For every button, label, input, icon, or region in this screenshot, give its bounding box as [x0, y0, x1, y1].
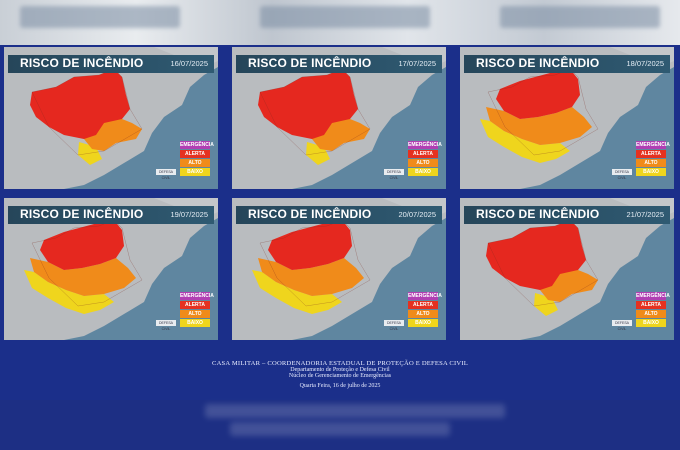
legend-item: ALTO — [408, 159, 438, 167]
panel-title: RISCO DE INCÊNDIO — [476, 207, 600, 221]
risk-zone-high — [486, 107, 592, 145]
legend-item: EMERGÊNCIA — [180, 141, 214, 149]
panel-title: RISCO DE INCÊNDIO — [476, 56, 600, 70]
risk-zone-alert — [258, 69, 358, 139]
defesa-civil-logo: DEFESA CIVIL — [612, 320, 632, 331]
risk-zone-alert — [486, 220, 586, 290]
legend-item: EMERGÊNCIA — [180, 292, 214, 300]
risk-zone-high — [258, 258, 364, 296]
panel-title: RISCO DE INCÊNDIO — [20, 207, 144, 221]
panel-title: RISCO DE INCÊNDIO — [248, 56, 372, 70]
risk-map-panel: RISCO DE INCÊNDIO 20/07/2025 DEFESA CIVIL… — [232, 198, 446, 340]
legend-item: BAIXO — [636, 319, 666, 327]
risk-map-panel: RISCO DE INCÊNDIO 19/07/2025 DEFESA CIVIL… — [4, 198, 218, 340]
legend-item: ALERTA — [408, 301, 438, 309]
defesa-civil-logo: DEFESA CIVIL — [384, 169, 404, 180]
legend-item: EMERGÊNCIA — [408, 141, 442, 149]
footer-dept: Departamento de Proteção e Defesa Civil — [290, 367, 390, 373]
risk-zone-low — [252, 270, 342, 314]
legend-item: ALTO — [636, 310, 666, 318]
legend-item: BAIXO — [180, 168, 210, 176]
legend-item: ALTO — [180, 159, 210, 167]
bottom-blurred-area — [0, 400, 680, 450]
defesa-civil-logo: DEFESA CIVIL — [612, 169, 632, 180]
panel-title: RISCO DE INCÊNDIO — [248, 207, 372, 221]
legend-item: EMERGÊNCIA — [408, 292, 442, 300]
panel-date: 19/07/2025 — [170, 210, 208, 219]
legend-item: ALERTA — [636, 150, 666, 158]
legend-item: ALTO — [408, 310, 438, 318]
risk-legend: EMERGÊNCIA ALERTA ALTO BAIXO — [180, 141, 214, 177]
risk-legend: EMERGÊNCIA ALERTA ALTO BAIXO — [636, 141, 670, 177]
footer-date: Quarta Feira, 16 de julho de 2025 — [299, 383, 381, 389]
panel-date: 21/07/2025 — [626, 210, 664, 219]
blurred-tab — [500, 6, 660, 28]
panel-title-bar: RISCO DE INCÊNDIO 19/07/2025 — [8, 206, 214, 224]
risk-zone-alert — [268, 220, 352, 270]
risk-legend: EMERGÊNCIA ALERTA ALTO BAIXO — [408, 141, 442, 177]
panel-title-bar: RISCO DE INCÊNDIO 18/07/2025 — [464, 55, 670, 73]
risk-zone-low — [480, 119, 570, 163]
risk-map-panel: RISCO DE INCÊNDIO 16/07/2025 DEFESA CIVIL… — [4, 47, 218, 189]
risk-zone-low — [24, 270, 114, 314]
panel-title-bar: RISCO DE INCÊNDIO 20/07/2025 — [236, 206, 442, 224]
footer: CASA MILITAR – COORDENADORIA ESTADUAL DE… — [0, 360, 680, 389]
defesa-civil-logo: DEFESA CIVIL — [156, 169, 176, 180]
blurred-tab — [260, 6, 430, 28]
legend-item: ALERTA — [180, 150, 210, 158]
defesa-civil-logo: DEFESA CIVIL — [384, 320, 404, 331]
risk-map-panel: RISCO DE INCÊNDIO 21/07/2025 DEFESA CIVIL… — [460, 198, 674, 340]
legend-item: ALERTA — [180, 301, 210, 309]
risk-zone-alert — [30, 69, 130, 139]
panel-date: 16/07/2025 — [170, 59, 208, 68]
legend-item: BAIXO — [636, 168, 666, 176]
risk-legend: EMERGÊNCIA ALERTA ALTO BAIXO — [180, 292, 214, 328]
panel-date: 20/07/2025 — [398, 210, 436, 219]
legend-item: ALTO — [636, 159, 666, 167]
legend-item: BAIXO — [408, 168, 438, 176]
legend-item: EMERGÊNCIA — [636, 292, 670, 300]
risk-map-panel: RISCO DE INCÊNDIO 17/07/2025 DEFESA CIVIL… — [232, 47, 446, 189]
legend-item: ALERTA — [636, 301, 666, 309]
risk-map-panel: RISCO DE INCÊNDIO 18/07/2025 DEFESA CIVIL… — [460, 47, 674, 189]
legend-item: EMERGÊNCIA — [636, 141, 670, 149]
legend-item: BAIXO — [180, 319, 210, 327]
panel-title-bar: RISCO DE INCÊNDIO 17/07/2025 — [236, 55, 442, 73]
risk-zone-alert — [40, 220, 124, 270]
footer-nucleus: Núcleo de Gerenciamento de Emergências — [288, 373, 392, 379]
panel-date: 18/07/2025 — [626, 59, 664, 68]
panel-title-bar: RISCO DE INCÊNDIO 16/07/2025 — [8, 55, 214, 73]
defesa-civil-logo: DEFESA CIVIL — [156, 320, 176, 331]
risk-legend: EMERGÊNCIA ALERTA ALTO BAIXO — [408, 292, 442, 328]
legend-item: ALERTA — [408, 150, 438, 158]
footer-org: CASA MILITAR – COORDENADORIA ESTADUAL DE… — [211, 360, 469, 367]
blurred-tab — [20, 6, 180, 28]
legend-item: BAIXO — [408, 319, 438, 327]
legend-item: ALTO — [180, 310, 210, 318]
risk-legend: EMERGÊNCIA ALERTA ALTO BAIXO — [636, 292, 670, 328]
panel-date: 17/07/2025 — [398, 59, 436, 68]
top-blurred-banner — [0, 0, 680, 45]
risk-zone-alert — [496, 69, 580, 119]
risk-zone-high — [30, 258, 136, 296]
panel-title: RISCO DE INCÊNDIO — [20, 56, 144, 70]
panel-title-bar: RISCO DE INCÊNDIO 21/07/2025 — [464, 206, 670, 224]
